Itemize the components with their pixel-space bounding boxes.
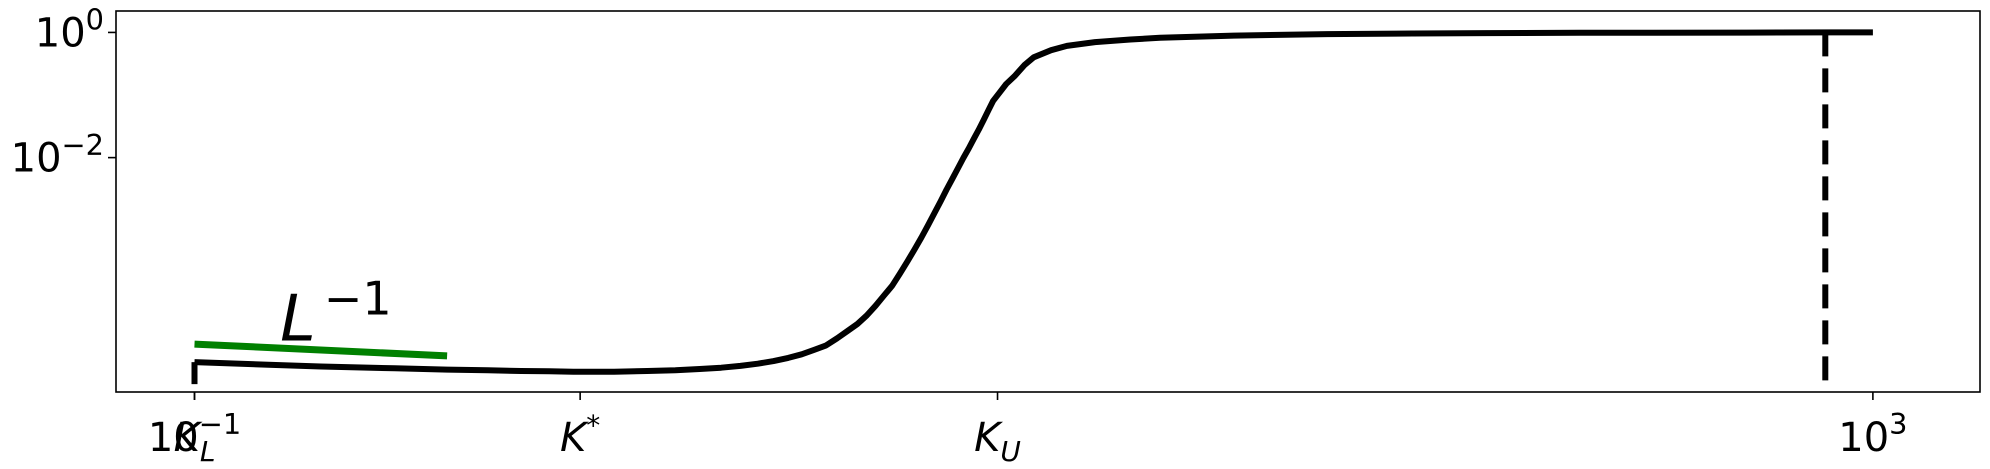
marker-symbol: K <box>174 415 203 461</box>
y-tick-label-exponent: 0 <box>86 3 104 37</box>
main-curve <box>194 29 1873 375</box>
x-tick-label-exponent: 3 <box>1889 407 1907 441</box>
y-tick-label: 10−2 <box>11 128 104 182</box>
y-tick-label-exponent: −2 <box>62 128 104 162</box>
x-tick-label-exponent: −1 <box>199 407 241 441</box>
x-tick-label-base: 10 <box>148 415 199 461</box>
plot-area <box>115 10 1981 393</box>
marker-label-k-u: KU <box>974 415 1021 468</box>
marker-superscript: * <box>586 409 600 442</box>
slope-reference-line <box>194 340 448 360</box>
x-tick-label-base: 10 <box>1838 415 1889 461</box>
slope-annotation: L −1 <box>280 271 391 356</box>
x-tick-label: 10−1 <box>148 407 241 461</box>
slope-annotation-exponent: −1 <box>324 271 392 325</box>
x-tick-label: 103 <box>1838 407 1907 461</box>
marker-subscript: L <box>200 435 216 468</box>
y-tick-label-base: 10 <box>11 136 62 182</box>
marker-label-kstar: K* <box>560 409 600 461</box>
y-tick-label: 100 <box>35 3 104 57</box>
marker-symbol: K <box>974 415 1003 461</box>
marker-subscript: U <box>1000 435 1021 468</box>
marker-label-k-l: KL <box>174 415 216 468</box>
y-tick-label-base: 10 <box>35 10 86 56</box>
marker-symbol: K <box>560 415 589 461</box>
slope-annotation-base: L <box>280 282 316 356</box>
